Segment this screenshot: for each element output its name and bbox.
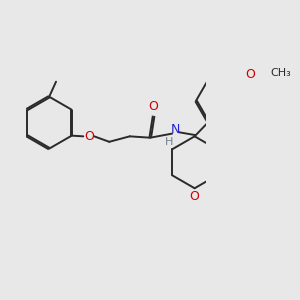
Text: O: O bbox=[149, 100, 159, 113]
Text: O: O bbox=[84, 130, 94, 143]
Text: O: O bbox=[245, 68, 255, 81]
Text: H: H bbox=[164, 137, 173, 147]
Text: CH₃: CH₃ bbox=[270, 68, 291, 78]
Text: O: O bbox=[190, 190, 200, 203]
Text: N: N bbox=[171, 123, 180, 136]
